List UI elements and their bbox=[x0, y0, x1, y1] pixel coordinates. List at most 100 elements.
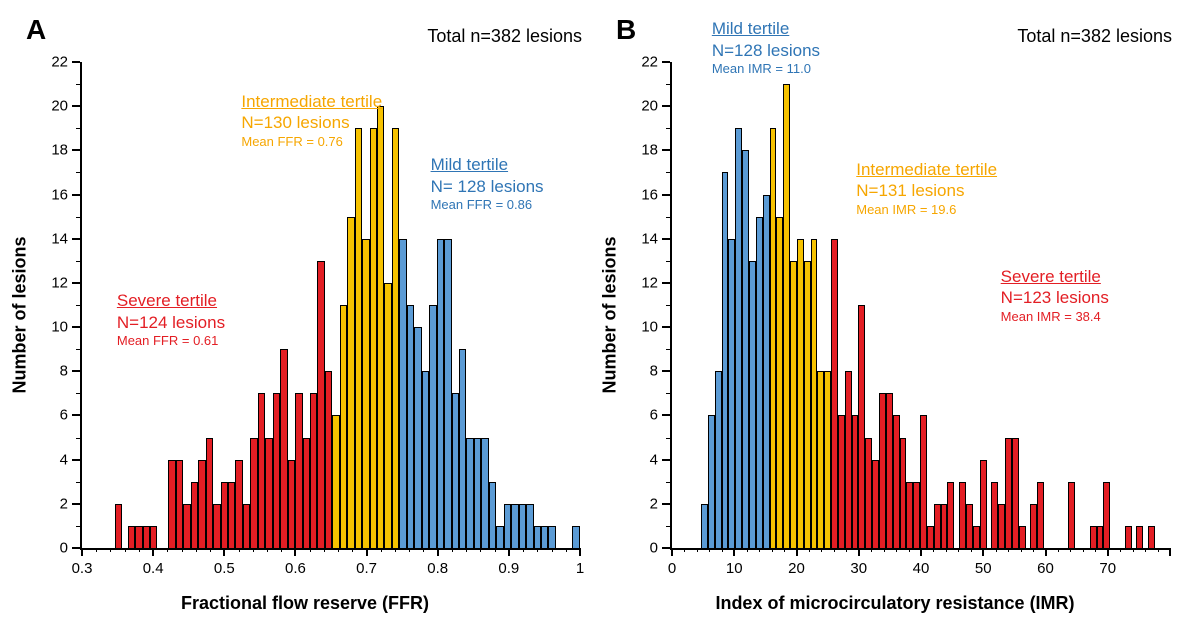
y-tick-label: 20 bbox=[641, 98, 658, 115]
y-tick bbox=[72, 282, 80, 284]
x-tick-minor bbox=[809, 548, 810, 552]
y-tick-minor bbox=[666, 393, 670, 394]
panel-b-bar bbox=[1037, 482, 1044, 548]
x-tick bbox=[733, 548, 735, 556]
x-tick-label: 0.4 bbox=[143, 560, 164, 577]
y-tick-label: 6 bbox=[650, 407, 658, 424]
y-tick bbox=[662, 105, 670, 107]
x-tick bbox=[579, 548, 581, 556]
x-tick-label: 30 bbox=[850, 560, 867, 577]
x-tick-minor bbox=[1008, 548, 1009, 552]
y-tick bbox=[662, 503, 670, 505]
panel-a-bar bbox=[168, 460, 175, 548]
x-tick-minor bbox=[381, 548, 382, 552]
annot-title: Intermediate tertile bbox=[856, 159, 997, 180]
panel-a-bar bbox=[221, 482, 228, 548]
panel-a-bar bbox=[548, 526, 555, 548]
panel-b-bar bbox=[1012, 438, 1019, 548]
x-tick-minor bbox=[772, 548, 773, 552]
x-tick-minor bbox=[709, 548, 710, 552]
panel-b-bar bbox=[913, 482, 920, 548]
y-tick-minor bbox=[76, 128, 80, 129]
y-tick bbox=[72, 326, 80, 328]
panel-b-annotation-mild: Mild tertileN=128 lesionsMean IMR = 11.0 bbox=[712, 18, 820, 77]
panel-b-bar bbox=[1030, 504, 1037, 548]
x-tick-minor bbox=[1145, 548, 1146, 552]
panel-b-bar bbox=[934, 504, 941, 548]
annot-mean: Mean FFR = 0.76 bbox=[241, 134, 382, 150]
x-tick-minor bbox=[821, 548, 822, 552]
panel-b-bar bbox=[1136, 526, 1143, 548]
y-tick-label: 4 bbox=[60, 451, 68, 468]
panel-b-bar bbox=[804, 261, 811, 548]
panel-a-letter: A bbox=[26, 14, 46, 46]
panel-a-bar bbox=[452, 393, 459, 548]
x-tick-label: 70 bbox=[1099, 560, 1116, 577]
panel-a-bar bbox=[258, 393, 265, 548]
panel-b-bar bbox=[763, 195, 770, 548]
panel-b-bar bbox=[865, 438, 872, 548]
panel-b-bar bbox=[735, 128, 742, 548]
panel-b-bar bbox=[872, 460, 879, 548]
y-tick-label: 18 bbox=[51, 142, 68, 159]
x-tick-minor bbox=[722, 548, 723, 552]
y-tick bbox=[72, 61, 80, 63]
panel-b-bar bbox=[947, 482, 954, 548]
y-tick-minor bbox=[666, 349, 670, 350]
y-tick bbox=[72, 414, 80, 416]
panel-a-bar bbox=[474, 438, 481, 548]
x-tick-label: 0.6 bbox=[285, 560, 306, 577]
panel-b-bar bbox=[1097, 526, 1104, 548]
panel-b-bar bbox=[783, 84, 790, 548]
y-tick-label: 10 bbox=[51, 319, 68, 336]
y-tick bbox=[662, 282, 670, 284]
panel-a-bar bbox=[206, 438, 213, 548]
panel-b-bar bbox=[838, 415, 845, 548]
panel-a-bar bbox=[295, 393, 302, 548]
y-tick bbox=[72, 503, 80, 505]
y-tick-minor bbox=[666, 217, 670, 218]
panel-b-bar bbox=[742, 150, 749, 548]
annot-n: N=128 lesions bbox=[712, 40, 820, 61]
panel-b-letter: B bbox=[616, 14, 636, 46]
panel-a-y-axis-label: Number of lesions bbox=[10, 236, 31, 393]
panel-a-y-ticks: 0246810121416182022 bbox=[72, 62, 82, 548]
x-tick-minor bbox=[1058, 548, 1059, 552]
panel-a-bar bbox=[191, 482, 198, 548]
panel-a-bar bbox=[288, 460, 295, 548]
y-tick bbox=[72, 547, 80, 549]
panel-a-bar bbox=[392, 128, 399, 548]
x-tick-label: 1 bbox=[576, 560, 584, 577]
x-tick-minor bbox=[552, 548, 553, 552]
x-tick bbox=[294, 548, 296, 556]
y-tick-label: 8 bbox=[60, 363, 68, 380]
y-tick-minor bbox=[76, 217, 80, 218]
y-tick-label: 2 bbox=[650, 495, 658, 512]
annot-mean: Mean IMR = 38.4 bbox=[1001, 309, 1109, 325]
x-tick-minor bbox=[884, 548, 885, 552]
annot-mean: Mean FFR = 0.61 bbox=[117, 333, 225, 349]
panel-b-total: Total n=382 lesions bbox=[1017, 26, 1172, 47]
panel-a-bar bbox=[303, 438, 310, 548]
x-tick bbox=[223, 548, 225, 556]
y-tick-label: 20 bbox=[51, 98, 68, 115]
y-tick-minor bbox=[76, 438, 80, 439]
x-tick-minor bbox=[971, 548, 972, 552]
panel-b-bar bbox=[1068, 482, 1075, 548]
x-tick-label: 20 bbox=[788, 560, 805, 577]
y-tick bbox=[72, 238, 80, 240]
panel-a-bar bbox=[317, 261, 324, 548]
x-tick-minor bbox=[1021, 548, 1022, 552]
y-tick-label: 4 bbox=[650, 451, 658, 468]
annot-title: Mild tertile bbox=[712, 18, 820, 39]
panel-b-bar bbox=[966, 504, 973, 548]
panel-a-bar bbox=[526, 504, 533, 548]
panel-a-bar bbox=[422, 371, 429, 548]
panel-b-bar bbox=[845, 371, 852, 548]
panel-a-bar bbox=[489, 482, 496, 548]
y-tick-label: 18 bbox=[641, 142, 658, 159]
panel-b-bar bbox=[920, 415, 927, 548]
y-tick bbox=[662, 238, 670, 240]
panel-a-bar bbox=[370, 128, 377, 548]
panel-b-y-ticks: 0246810121416182022 bbox=[662, 62, 672, 548]
